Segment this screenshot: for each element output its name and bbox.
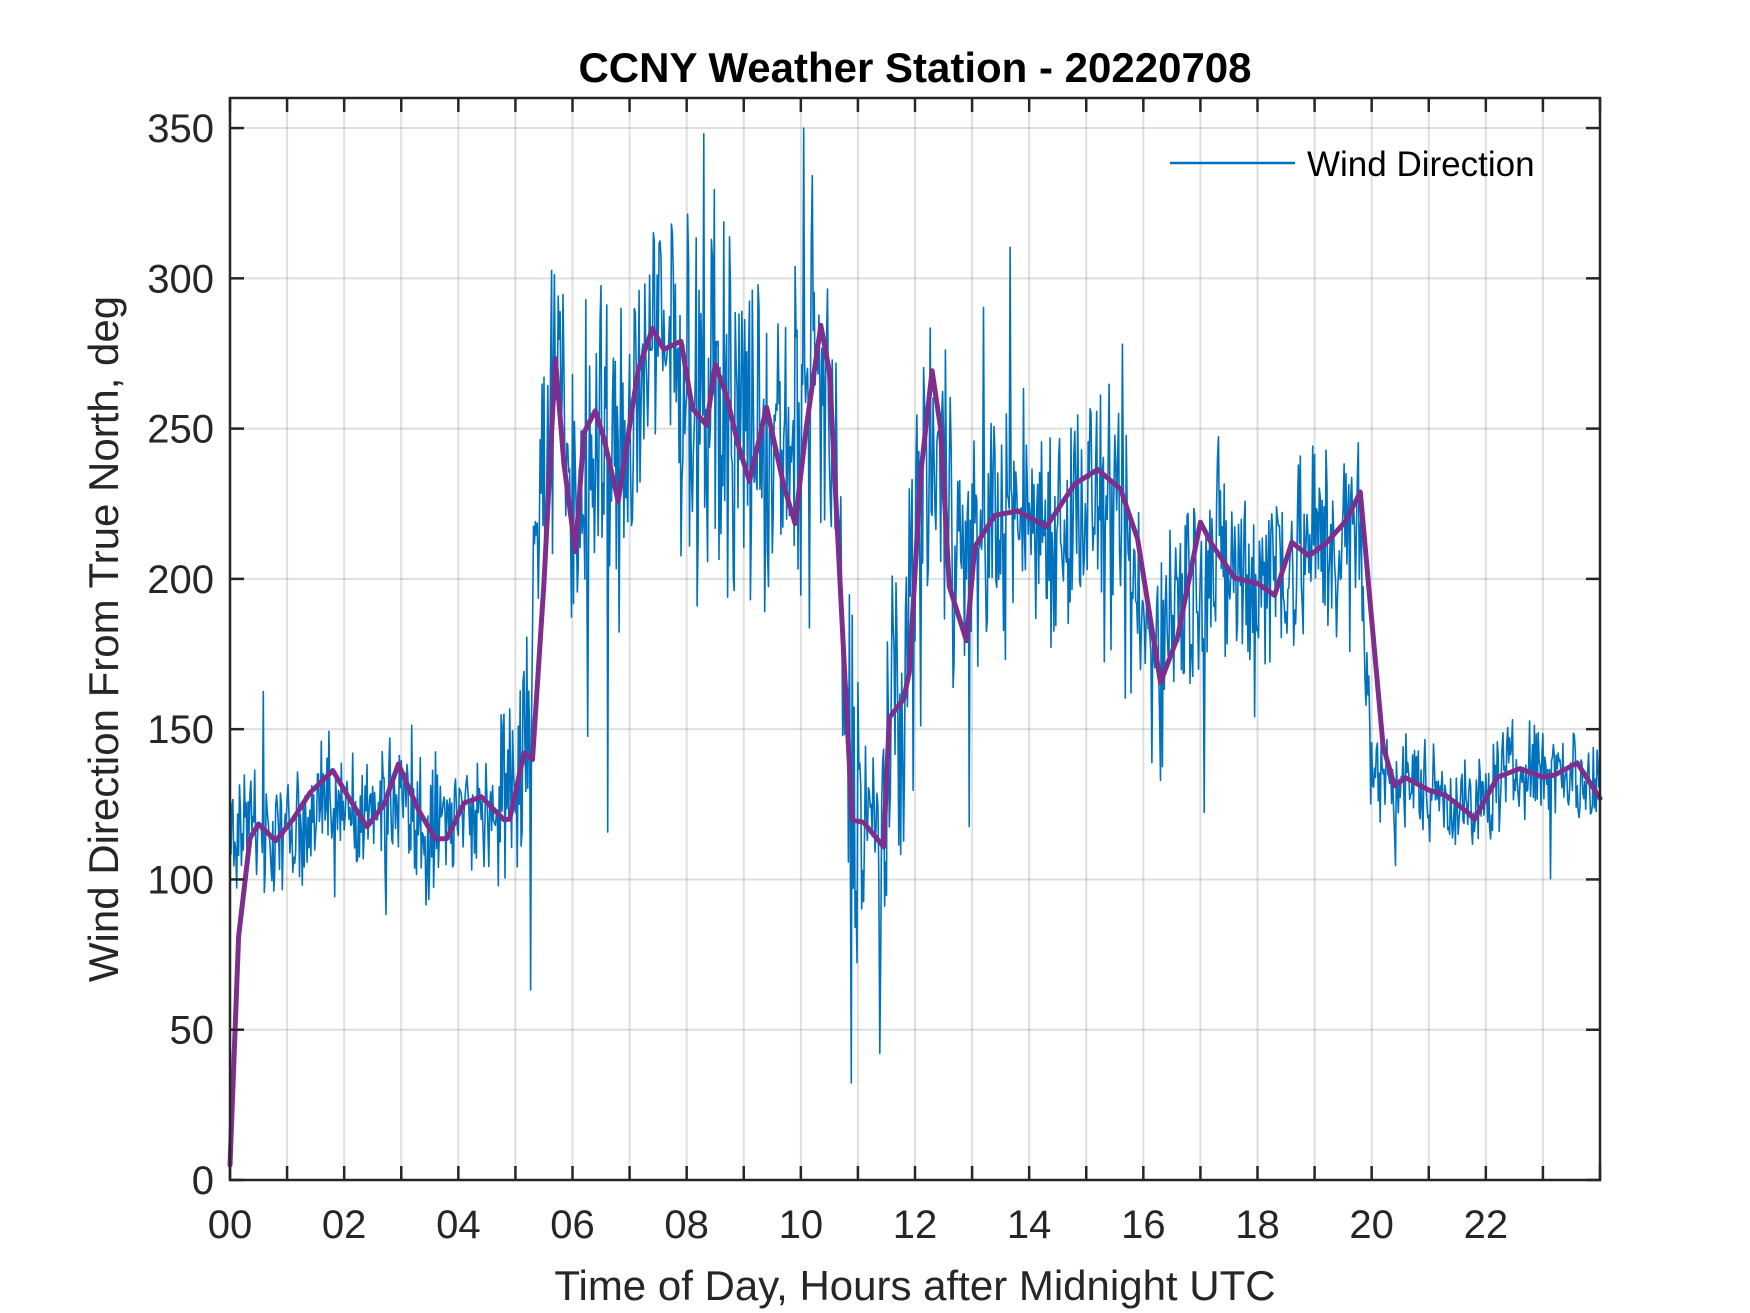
y-tick-label: 200 <box>147 558 214 602</box>
x-tick-label: 14 <box>1007 1203 1052 1247</box>
legend-label-wind-direction: Wind Direction <box>1307 145 1535 184</box>
y-tick-label: 350 <box>147 107 214 151</box>
x-tick-label: 00 <box>208 1203 253 1247</box>
series-layer <box>227 127 1603 1168</box>
x-tick-label: 20 <box>1349 1203 1394 1247</box>
y-tick-label: 0 <box>192 1159 214 1203</box>
y-tick-label: 150 <box>147 708 214 752</box>
y-tick-label: 50 <box>170 1009 215 1053</box>
x-tick-label: 18 <box>1235 1203 1280 1247</box>
x-tick-label: 16 <box>1121 1203 1166 1247</box>
series-line-wind-direction <box>229 127 1601 1084</box>
y-axis-label: Wind Direction From True North, deg <box>80 296 127 982</box>
x-tick-label: 06 <box>550 1203 595 1247</box>
y-tick-label: 250 <box>147 408 214 452</box>
x-tick-label: 22 <box>1464 1203 1509 1247</box>
tick-labels: 0 50 100 150 200 250 300 350 00 02 04 06 08 10 12 14 16 1… <box>147 107 1508 1247</box>
y-tick-label: 100 <box>147 858 214 902</box>
x-tick-label: 02 <box>322 1203 367 1247</box>
legend: Wind Direction <box>1170 145 1535 184</box>
x-tick-label: 12 <box>893 1203 938 1247</box>
x-tick-label: 10 <box>779 1203 824 1247</box>
y-tick-label: 300 <box>147 257 214 301</box>
x-tick-label: 08 <box>664 1203 709 1247</box>
x-tick-label: 04 <box>436 1203 481 1247</box>
tick-marks <box>228 98 1602 1182</box>
chart-title: CCNY Weather Station - 20220708 <box>578 44 1251 91</box>
series-line-moving-average <box>227 322 1603 1168</box>
x-axis-label: Time of Day, Hours after Midnight UTC <box>554 1262 1275 1309</box>
